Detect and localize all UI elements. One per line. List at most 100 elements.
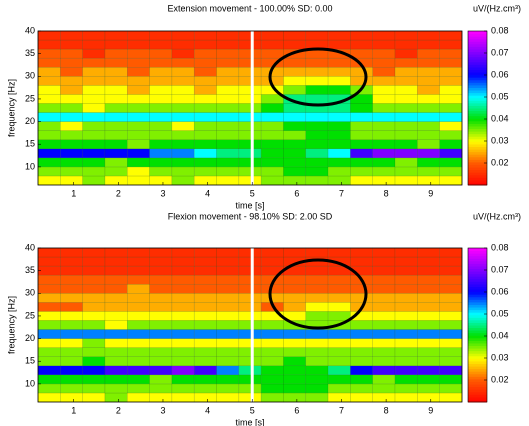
- heatmap-cell: [439, 311, 463, 321]
- heatmap-cell: [127, 338, 150, 348]
- heatmap-cell: [60, 347, 83, 357]
- heatmap-cell: [216, 274, 240, 285]
- heatmap-cell: [193, 311, 217, 321]
- heatmap-cell: [104, 302, 128, 312]
- heatmap-cell: [283, 347, 307, 357]
- heatmap-cell: [149, 148, 173, 159]
- heatmap-cell: [171, 274, 195, 285]
- heatmap-cell: [216, 103, 240, 113]
- colorbar-segment: [468, 381, 487, 385]
- heatmap-cell: [60, 39, 83, 50]
- colorbar-segment: [468, 255, 487, 259]
- colorbar-segment: [468, 128, 487, 132]
- heatmap-cell: [305, 356, 329, 367]
- heatmap-cell: [327, 85, 351, 95]
- heatmap-cell: [260, 103, 284, 113]
- heatmap-cell: [60, 121, 83, 131]
- heatmap-cell: [60, 320, 83, 330]
- heatmap-cell: [127, 247, 150, 258]
- colorbar-segment: [468, 283, 487, 287]
- colorbar-segment: [468, 394, 487, 398]
- colorbar-segment: [468, 149, 487, 153]
- plot-frame: [37, 30, 463, 186]
- heatmap-cell: [350, 356, 373, 367]
- heatmap-cell: [327, 311, 351, 321]
- heatmap-cell: [350, 329, 373, 339]
- heatmap-cell: [372, 320, 396, 330]
- colorbar-segment: [468, 156, 487, 160]
- heatmap-cell: [238, 166, 262, 177]
- heatmap-cell: [260, 392, 284, 403]
- heatmap-cell: [260, 329, 284, 339]
- y-tick-label: 10: [25, 161, 35, 171]
- heatmap-cell: [104, 347, 128, 357]
- heatmap-cell: [60, 66, 83, 77]
- heatmap-cell: [350, 112, 373, 122]
- heatmap-cell: [372, 347, 396, 357]
- heatmap-cell: [149, 383, 173, 394]
- heatmap-cell: [372, 311, 396, 321]
- heatmap-cell: [327, 392, 351, 403]
- heatmap-cell: [283, 293, 307, 303]
- x-tick-label: 5: [250, 405, 255, 415]
- colorbar-segment: [468, 77, 487, 81]
- colorbar-segment: [468, 327, 487, 331]
- heatmap-cell: [60, 365, 83, 376]
- heatmap-cell: [127, 76, 150, 86]
- heatmap-cell: [238, 57, 262, 68]
- heatmap-cell: [82, 103, 106, 113]
- heatmap-cell: [238, 293, 262, 303]
- colorbar-segment: [468, 167, 487, 171]
- heatmap-cell: [327, 166, 351, 177]
- heatmap-cell: [283, 66, 307, 77]
- heatmap-cell: [417, 76, 440, 86]
- heatmap-cell: [350, 365, 373, 376]
- colorbar-segment: [468, 64, 487, 68]
- colorbar-segment: [468, 376, 487, 380]
- heatmap-cell: [394, 157, 418, 168]
- heatmap-cell: [238, 274, 262, 285]
- heatmap-cell: [193, 293, 217, 303]
- heatmap-cell: [149, 329, 173, 339]
- colorbar-segment: [468, 384, 487, 388]
- heatmap-cell: [350, 247, 373, 258]
- heatmap-cell: [149, 256, 173, 267]
- colorbar-segment: [468, 36, 487, 40]
- heatmap-cell: [82, 30, 106, 41]
- heatmap-cell: [104, 338, 128, 348]
- y-tick-label: 25: [25, 93, 35, 103]
- y-tick-label: 40: [25, 242, 35, 252]
- heatmap-cell: [216, 247, 240, 258]
- heatmap-cell: [104, 256, 128, 267]
- heatmap-cell: [171, 175, 195, 186]
- heatmap-cell: [216, 175, 240, 186]
- heatmap-cell: [327, 365, 351, 376]
- heatmap-cell: [82, 392, 106, 403]
- colorbar-segment: [468, 31, 487, 35]
- heatmap-cell: [193, 166, 217, 177]
- heatmap-cell: [149, 121, 173, 131]
- heatmap-cell: [127, 175, 150, 186]
- heatmap-cell: [238, 374, 262, 385]
- heatmap-cell: [193, 57, 217, 68]
- x-tick-label: 4: [205, 188, 210, 198]
- heatmap-cell: [327, 130, 351, 140]
- heatmap-cell: [60, 283, 83, 294]
- colorbar-segment: [468, 59, 487, 63]
- heatmap-cell: [171, 247, 195, 258]
- heatmap-cell: [283, 121, 307, 131]
- heatmap-cell: [372, 329, 396, 339]
- heatmap-cell: [82, 338, 106, 348]
- heatmap-cell: [216, 320, 240, 330]
- heatmap-cell: [82, 157, 106, 168]
- heatmap-cell: [372, 66, 396, 77]
- heatmap-cell: [104, 157, 128, 168]
- colorbar-segment: [468, 82, 487, 86]
- heatmap-cell: [260, 374, 284, 385]
- heatmap-cell: [238, 76, 262, 86]
- colorbar-segment: [468, 110, 487, 114]
- colorbar-segment: [468, 386, 487, 390]
- heatmap-cell: [60, 103, 83, 113]
- heatmap-cell: [417, 139, 440, 150]
- y-tick-label: 10: [25, 378, 35, 388]
